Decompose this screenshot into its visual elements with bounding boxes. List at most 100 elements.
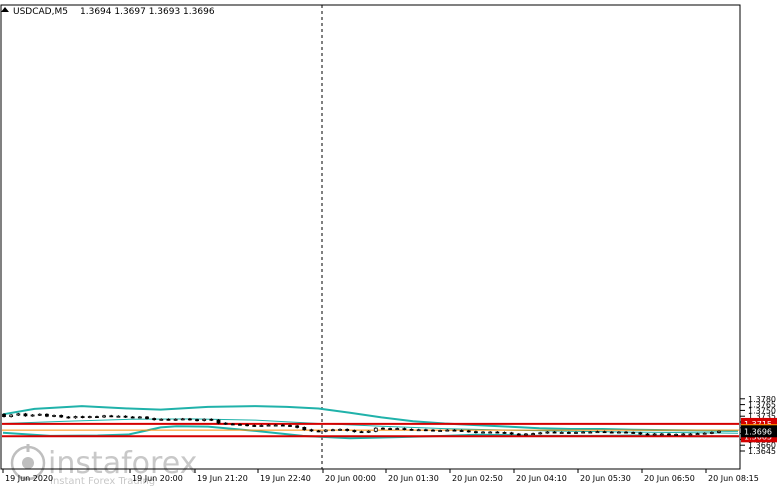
candle-body (95, 416, 99, 418)
candle-body (645, 433, 650, 436)
candle-body (395, 428, 400, 430)
candle-body (352, 430, 357, 433)
candle-body (381, 427, 385, 430)
candle-body (102, 415, 106, 418)
candle-body (173, 418, 178, 421)
x-tick-label: 20 Jun 08:15 (708, 474, 759, 483)
candle-body (230, 423, 235, 426)
y-tick-label: 1.3765 (748, 401, 776, 410)
candle-body (638, 432, 643, 435)
candle-body (280, 424, 285, 427)
ohlc-readout: 1.3694 1.3697 1.3693 1.3696 (80, 7, 215, 17)
watermark-tagline: Instant Forex Trading (50, 476, 155, 487)
candle-body (195, 419, 199, 422)
candle-body (709, 432, 714, 434)
candle-body (473, 431, 478, 434)
candle-body (238, 423, 242, 426)
candle-body (273, 424, 278, 427)
candle-body (674, 433, 678, 436)
candle-body (209, 418, 214, 421)
candle-body (495, 431, 500, 434)
candle-body (259, 425, 264, 427)
price-tags: 1.37151.36831.36991.3696 (741, 417, 777, 443)
candle-body (159, 418, 164, 421)
candle-body (330, 429, 335, 432)
candle-body (323, 429, 328, 432)
candle-body (617, 431, 621, 434)
candle-body (452, 429, 457, 432)
candle-body (9, 414, 14, 417)
candle-body (488, 431, 493, 434)
candle-body (109, 415, 114, 418)
candle-body (123, 415, 128, 418)
y-tick-label: 1.3780 (748, 395, 776, 404)
candle-body (216, 419, 221, 424)
candle-body (30, 414, 35, 417)
candle-body (266, 424, 271, 427)
x-tick-label: 19 Jun 2020 (5, 474, 53, 483)
candle-body (388, 428, 393, 430)
current-price-tag-bg (741, 425, 777, 438)
candle-body (552, 431, 557, 434)
candle-body (681, 433, 686, 436)
candle-body (45, 413, 49, 417)
candle-body (359, 431, 364, 434)
candle-body (152, 418, 157, 421)
chart-header: USDCAD,M5 1.3694 1.3697 1.3693 1.3696 (1, 7, 215, 17)
candle-body (652, 433, 657, 436)
candle-body (609, 431, 614, 434)
candle-body (16, 413, 21, 416)
candle-body (559, 432, 564, 434)
candle-body (416, 429, 421, 432)
candle-body (37, 413, 42, 416)
candle-body (345, 428, 350, 431)
candle-body (402, 428, 407, 430)
horizontal-levels (2, 422, 739, 438)
candle-body (445, 429, 450, 432)
candle-body (338, 428, 342, 431)
candle-body (59, 415, 64, 418)
x-tick-label: 20 Jun 05:30 (580, 474, 631, 483)
candle-body (581, 431, 586, 434)
candle-body (223, 422, 228, 425)
collapse-triangle-icon[interactable] (1, 7, 9, 12)
candle-body (23, 413, 28, 417)
candle-body (302, 427, 307, 431)
candle-body (202, 418, 207, 421)
time-axis: 19 Jun 2020 19 Jun 20:00 19 Jun 21:20 19 Ju… (2, 469, 759, 483)
candle-body (545, 431, 550, 434)
candle-body (459, 430, 464, 432)
candle-body (438, 430, 443, 432)
candle-body (431, 429, 435, 432)
x-tick-label: 20 Jun 01:30 (388, 474, 439, 483)
candle-body (366, 430, 371, 433)
candle-body (409, 428, 414, 431)
candle-body (116, 415, 121, 418)
candle-body (145, 416, 149, 419)
plot-frame (0, 4, 741, 470)
candle-body (588, 431, 593, 434)
candle-body (481, 431, 485, 434)
candle-body (316, 430, 321, 433)
candle-body (466, 430, 471, 433)
candle-body (695, 433, 700, 435)
candle-body (516, 433, 521, 436)
y-tick-label: 1.3750 (748, 406, 776, 415)
candles (2, 412, 721, 436)
candle-body (524, 433, 528, 436)
current-price-tag: 1.3696 (744, 427, 772, 436)
candle-body (423, 429, 428, 432)
candle-body (166, 418, 171, 421)
candle-body (130, 416, 135, 419)
candle-body (66, 416, 71, 419)
candle-body (80, 416, 85, 418)
x-tick-label: 20 Jun 06:50 (644, 474, 695, 483)
watermark: instaforex Instant Forex Trading (10, 444, 197, 487)
x-tick-label: 20 Jun 02:50 (452, 474, 503, 483)
candle-body (509, 432, 514, 435)
candle-body (288, 425, 292, 427)
candle-body (52, 415, 56, 417)
candle-body (373, 427, 378, 432)
